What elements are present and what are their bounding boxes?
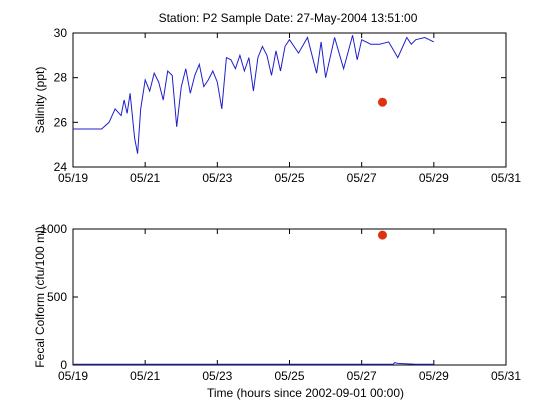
- x-tick-label: 05/19: [58, 171, 88, 185]
- x-tick-label: 05/27: [347, 171, 377, 185]
- x-tick-label: 05/25: [274, 369, 304, 383]
- y-tick-label: 30: [54, 26, 68, 40]
- salinity-panel: 05/19 05/21 05/23 05/25 05/27 05/29 05/31 24 26 2…: [33, 26, 521, 185]
- x-tick-label: 05/21: [130, 369, 160, 383]
- x-tick-label: 05/23: [202, 171, 232, 185]
- x-tick-label: 05/25: [274, 171, 304, 185]
- y-axis-label: Fecal Colform (cfu/100 ml): [33, 226, 47, 367]
- x-tick-label: 05/19: [58, 369, 88, 383]
- y-tick-label: 28: [54, 71, 68, 85]
- y-tick-label: 1000: [40, 222, 67, 236]
- x-tick-label: 05/27: [347, 369, 377, 383]
- x-tick-label: 05/29: [419, 171, 449, 185]
- x-tick-label: 05/31: [491, 171, 521, 185]
- sample-marker: [377, 97, 387, 107]
- y-tick-label: 0: [60, 358, 67, 372]
- x-axis-label: Time (hours since 2002-09-01 00:00): [207, 386, 404, 400]
- x-tick-label: 05/31: [491, 369, 521, 383]
- sample-marker: [377, 230, 387, 240]
- x-tick-label: 05/21: [130, 171, 160, 185]
- x-tick-label: 05/29: [419, 369, 449, 383]
- figure-title: Station: P2 Sample Date: 27-May-2004 13:…: [159, 11, 418, 25]
- axes-frame: [72, 228, 507, 366]
- fecal-coliform-panel: 05/19 05/21 05/23 05/25 05/27 05/29 05/31 0 500 1…: [33, 222, 521, 400]
- y-tick-label: 26: [54, 115, 68, 129]
- y-axis-label: Salinity (ppt): [33, 67, 47, 134]
- y-tick-label: 500: [47, 290, 67, 304]
- x-tick-label: 05/23: [202, 369, 232, 383]
- series-line: [73, 35, 435, 154]
- series-line: [73, 362, 434, 365]
- y-tick-label: 24: [54, 160, 68, 174]
